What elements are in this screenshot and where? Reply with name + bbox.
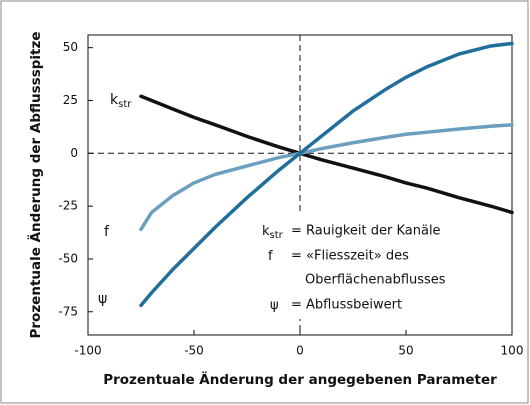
legend-symbol-text: ψ <box>270 298 279 313</box>
y-tick-label: -50 <box>58 251 78 265</box>
series-label: f <box>104 224 110 240</box>
series-line <box>139 41 514 308</box>
legend-symbol-subscript: str <box>270 230 284 241</box>
x-tick-label: 50 <box>398 344 413 358</box>
series-line <box>139 94 514 215</box>
legend-text: = Abflussbeiwert <box>291 298 402 313</box>
x-tick-label: -100 <box>74 344 101 358</box>
x-axis-label: Prozentuale Änderung der angegebenen Par… <box>103 371 497 388</box>
series-label-subscript: str <box>118 99 132 110</box>
legend-symbol-text: k <box>262 224 270 239</box>
series-line <box>139 123 514 232</box>
legend-box <box>255 215 460 319</box>
y-tick-label: 50 <box>63 40 78 54</box>
y-tick-label: 25 <box>63 93 78 107</box>
legend-symbol: f <box>268 249 273 264</box>
y-axis-label: Prozentuale Änderung der Abflussspitze <box>27 32 44 339</box>
series-label-text: f <box>104 224 110 240</box>
series-label-text: ψ <box>98 291 107 307</box>
x-tick-label: 100 <box>501 344 524 358</box>
series-label: kstr <box>110 92 132 110</box>
legend-symbol: ψ <box>270 298 279 313</box>
y-tick-label: -25 <box>58 199 78 213</box>
x-tick-label: 0 <box>296 344 304 358</box>
y-tick-label: 0 <box>70 146 78 160</box>
legend-text: = Rauigkeit der Kanäle <box>291 224 441 239</box>
legend-text: Oberflächenabflusses <box>305 273 446 288</box>
y-tick-label: -75 <box>58 304 78 318</box>
series-label-text: k <box>110 92 119 108</box>
legend-symbol: kstr <box>262 224 284 242</box>
legend-text: = «Fliesszeit» des <box>291 249 409 264</box>
legend-symbol-text: f <box>268 249 273 264</box>
x-tick-label: -50 <box>184 344 204 358</box>
series-label: ψ <box>98 291 107 307</box>
